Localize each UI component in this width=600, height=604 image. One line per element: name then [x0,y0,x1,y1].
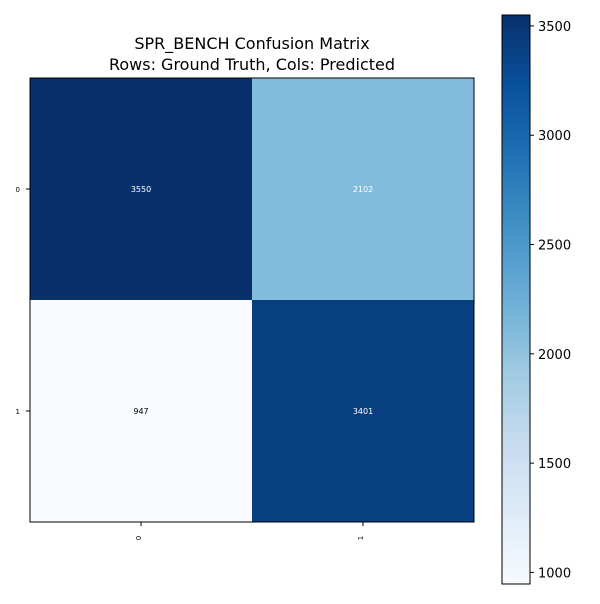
y-tick-label-1: 1 [16,408,20,416]
chart-title-line-1: SPR_BENCH Confusion Matrix [134,34,369,54]
colorbar-tick-label-0: 1000 [538,566,571,581]
colorbar-tick-label-5: 3500 [538,20,571,35]
heatmap-axes: 0 1 0 1 [16,186,365,540]
cell-value-label-r0-c1: 2102 [353,185,373,194]
cell-value-label-r1-c0: 947 [133,407,148,416]
cell-value-label-r0-c0: 3550 [131,185,151,194]
y-tick-label-0: 0 [16,186,20,194]
chart-title-line-2: Rows: Ground Truth, Cols: Predicted [109,55,395,74]
heatmap-cell-r0-c1 [252,78,474,300]
x-tick-label-1: 1 [357,536,365,540]
x-tick-label-0: 0 [135,536,143,540]
plot-frame [29,77,475,523]
colorbar-tick-label-2: 2000 [538,348,571,363]
colorbar-tick-label-1: 1500 [538,457,571,472]
heatmap-cell-r0-c0 [30,78,252,300]
heatmap-cell-r1-c1 [252,300,474,522]
heatmap-cells: 3550 2102 947 3401 [30,78,474,522]
cell-value-label-r1-c1: 3401 [353,407,373,416]
colorbar-tick-label-3: 2500 [538,239,571,254]
heatmap-cell-r1-c0 [30,300,252,522]
colorbar-ticks: 1000 1500 2000 2500 3000 3500 [530,20,571,581]
colorbar-tick-label-4: 3000 [538,129,571,144]
colorbar [501,14,531,585]
